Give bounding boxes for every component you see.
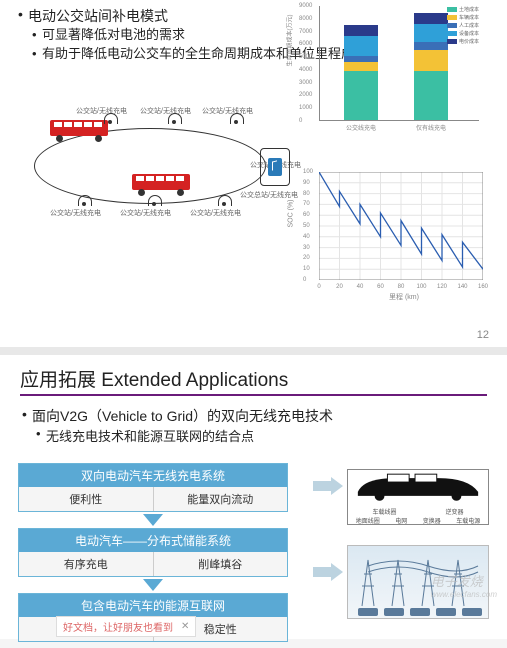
bus-icon [132, 174, 190, 194]
bus-stop-label: 公交站/无线充电 [76, 106, 127, 116]
lc-xlabel: 里程 (km) [389, 292, 419, 302]
bar-legend: 土地成本车辆成本人工成本设备成本电价成本 [447, 6, 495, 46]
slide2-title: 面向V2G（Vehicle to Grid）的双向无线充电技术 [22, 406, 485, 426]
page-number: 12 [477, 329, 489, 341]
car-label: 地面线圈 [356, 516, 380, 525]
arrow-right-icon [313, 477, 343, 495]
arrow-right-icon [313, 563, 343, 581]
close-icon[interactable]: ✕ [181, 621, 189, 632]
wifi-icon [218, 196, 230, 206]
share-tag-text: 好文档，让好朋友也看到 [63, 619, 173, 634]
wifi-icon [230, 114, 242, 124]
stacked-bar-chart: 生命周期成本(万元) 01000200030004000500060007000… [293, 4, 493, 144]
flow-box: 双向电动汽车无线充电系统便利性能量双向流动 [18, 463, 288, 512]
bar-cat-0: 公交线充电 [346, 123, 376, 132]
soc-line-chart: SOC (%) 0102030405060708090100 020406080… [293, 164, 493, 304]
wifi-icon [148, 196, 160, 206]
flow-box: 电动汽车——分布式储能系统有序充电削峰填谷 [18, 528, 288, 577]
line-chart-svg [319, 172, 483, 280]
charging-station-icon [260, 148, 290, 186]
car-diagram: 车载线圈 逆变器 地面线圈 电网 变换器 车载电源 [347, 469, 489, 525]
bar-ylabel: 生命周期成本(万元) [285, 15, 294, 67]
arrow-down-icon [143, 514, 163, 526]
bus-stop-label: 公交站/无线充电 [190, 208, 241, 218]
wifi-icon [168, 114, 180, 124]
slide-2: 应用拓展 Extended Applications 面向V2G（Vehicle… [0, 347, 507, 639]
car-label: 逆变器 [445, 507, 463, 516]
car-label: 变换器 [423, 516, 441, 525]
slide2-text-block: 面向V2G（Vehicle to Grid）的双向无线充电技术 无线充电技术和能… [0, 396, 507, 445]
bus-icon [50, 120, 108, 140]
slide2-sub: 无线充电技术和能源互联网的结合点 [36, 426, 485, 445]
watermark-text: 电子发烧 [431, 571, 497, 590]
bus-stop-label: 公交站/无线充电 [202, 106, 253, 116]
car-label: 车载电源 [456, 516, 480, 525]
share-tag[interactable]: 好文档，让好朋友也看到 ✕ [56, 616, 196, 637]
bus-stop-label: 公交站/无线充电 [50, 208, 101, 218]
watermark-url: www.elecfans.com [431, 590, 497, 599]
wifi-icon [78, 196, 90, 206]
bus-stop-label: 公交站/无线充电 [120, 208, 171, 218]
terminal-label: 公交总站/无线充电 [240, 190, 298, 200]
slide2-header: 应用拓展 Extended Applications [20, 365, 487, 396]
arrow-down-icon [143, 579, 163, 591]
lc-ylabel: SOC (%) [288, 200, 295, 228]
bar-cat-1: 仅有线充电 [416, 123, 446, 132]
car-label: 电网 [395, 516, 407, 525]
bus-route-diagram: 公交站/无线充电公交站/无线充电公交站/无线充电公交站/无线充电公交站/无线充电… [14, 106, 294, 224]
slide2-header-text: 应用拓展 Extended Applications [20, 370, 288, 391]
wifi-icon [104, 114, 116, 124]
car-label: 车载线圈 [372, 507, 396, 516]
right-column: 车载线圈 逆变器 地面线圈 电网 变换器 车载电源 [313, 463, 493, 537]
bus-stop-label: 公交站/无线充电 [140, 106, 191, 116]
slide-1: 电动公交站间补电模式 可显著降低对电池的需求 有助于降低电动公交车的全生命周期成… [0, 0, 507, 347]
watermark: 电子发烧 www.elecfans.com [431, 571, 497, 599]
